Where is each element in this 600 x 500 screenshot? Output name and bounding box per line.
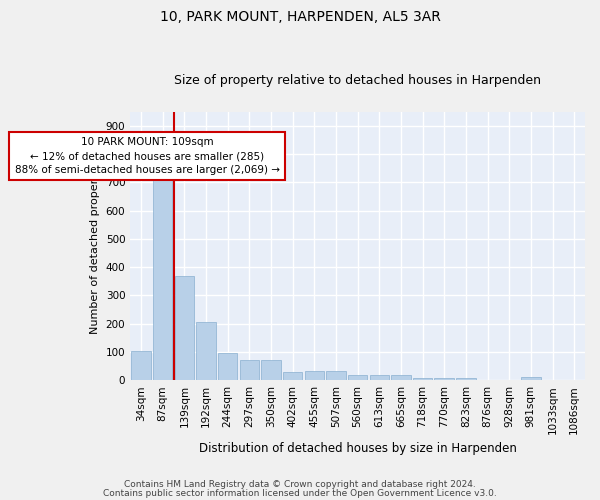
Bar bbox=[413, 378, 433, 380]
Bar bbox=[218, 354, 238, 380]
Bar bbox=[261, 360, 281, 380]
Text: Contains public sector information licensed under the Open Government Licence v3: Contains public sector information licen… bbox=[103, 488, 497, 498]
Text: 10 PARK MOUNT: 109sqm
← 12% of detached houses are smaller (285)
88% of semi-det: 10 PARK MOUNT: 109sqm ← 12% of detached … bbox=[14, 137, 280, 175]
Bar bbox=[348, 375, 367, 380]
Y-axis label: Number of detached properties: Number of detached properties bbox=[90, 158, 100, 334]
Bar bbox=[131, 351, 151, 380]
Bar bbox=[456, 378, 476, 380]
Text: 10, PARK MOUNT, HARPENDEN, AL5 3AR: 10, PARK MOUNT, HARPENDEN, AL5 3AR bbox=[160, 10, 440, 24]
Bar bbox=[326, 371, 346, 380]
Bar bbox=[175, 276, 194, 380]
Bar bbox=[153, 180, 172, 380]
Title: Size of property relative to detached houses in Harpenden: Size of property relative to detached ho… bbox=[174, 74, 541, 87]
X-axis label: Distribution of detached houses by size in Harpenden: Distribution of detached houses by size … bbox=[199, 442, 517, 455]
Bar bbox=[239, 360, 259, 380]
Bar bbox=[521, 378, 541, 380]
Bar bbox=[283, 372, 302, 380]
Bar bbox=[196, 322, 216, 380]
Text: Contains HM Land Registry data © Crown copyright and database right 2024.: Contains HM Land Registry data © Crown c… bbox=[124, 480, 476, 489]
Bar bbox=[434, 378, 454, 380]
Bar bbox=[305, 371, 324, 380]
Bar bbox=[370, 374, 389, 380]
Bar bbox=[391, 374, 410, 380]
